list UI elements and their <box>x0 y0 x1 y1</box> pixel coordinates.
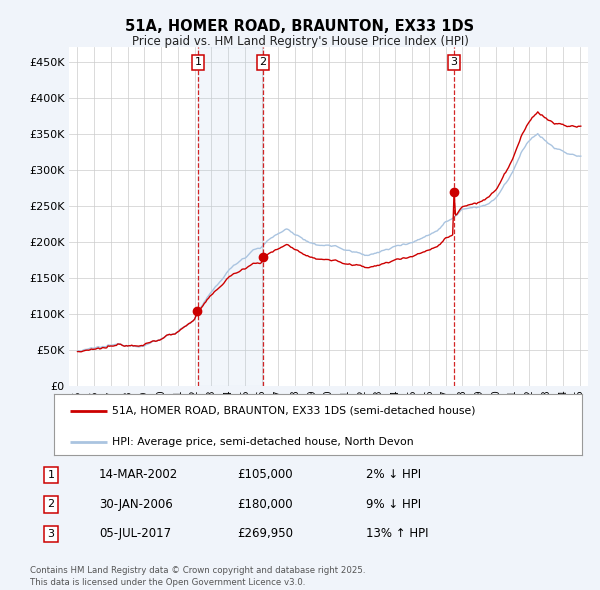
Bar <box>198 47 263 386</box>
Text: £269,950: £269,950 <box>237 527 293 540</box>
Text: £105,000: £105,000 <box>237 468 293 481</box>
Text: 05-JUL-2017: 05-JUL-2017 <box>99 527 171 540</box>
Text: 3: 3 <box>47 529 55 539</box>
Text: 1: 1 <box>47 470 55 480</box>
Text: Contains HM Land Registry data © Crown copyright and database right 2025.
This d: Contains HM Land Registry data © Crown c… <box>30 566 365 587</box>
Text: 3: 3 <box>451 57 458 67</box>
Text: 9% ↓ HPI: 9% ↓ HPI <box>366 498 421 511</box>
Text: HPI: Average price, semi-detached house, North Devon: HPI: Average price, semi-detached house,… <box>112 437 414 447</box>
Text: 30-JAN-2006: 30-JAN-2006 <box>99 498 173 511</box>
Text: 51A, HOMER ROAD, BRAUNTON, EX33 1DS (semi-detached house): 51A, HOMER ROAD, BRAUNTON, EX33 1DS (sem… <box>112 406 476 416</box>
Text: 1: 1 <box>194 57 202 67</box>
Text: 14-MAR-2002: 14-MAR-2002 <box>99 468 178 481</box>
Text: £180,000: £180,000 <box>237 498 293 511</box>
Text: 2% ↓ HPI: 2% ↓ HPI <box>366 468 421 481</box>
Text: 13% ↑ HPI: 13% ↑ HPI <box>366 527 428 540</box>
Text: 2: 2 <box>259 57 266 67</box>
Text: 51A, HOMER ROAD, BRAUNTON, EX33 1DS: 51A, HOMER ROAD, BRAUNTON, EX33 1DS <box>125 19 475 34</box>
Text: Price paid vs. HM Land Registry's House Price Index (HPI): Price paid vs. HM Land Registry's House … <box>131 35 469 48</box>
Text: 2: 2 <box>47 500 55 509</box>
